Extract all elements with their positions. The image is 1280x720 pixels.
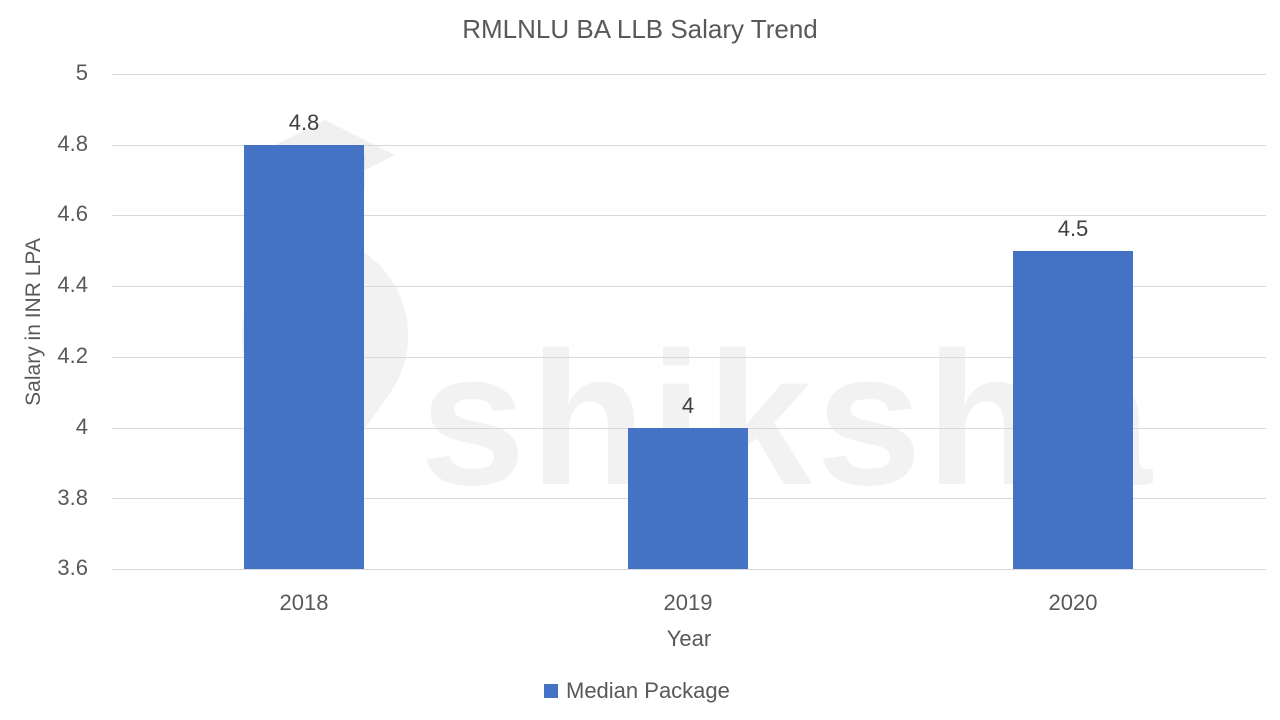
data-label-2018: 4.8 bbox=[288, 110, 320, 135]
y-tick: 3.8 bbox=[57, 485, 88, 510]
y-tick: 4.4 bbox=[57, 272, 88, 297]
x-tick-2019: 2019 bbox=[663, 590, 713, 615]
gridline bbox=[112, 74, 1266, 75]
gridline bbox=[112, 286, 1266, 287]
y-axis-label: Salary in INR LPA bbox=[22, 238, 45, 406]
legend-swatch-icon bbox=[544, 684, 558, 698]
data-label-2020: 4.5 bbox=[1057, 216, 1089, 241]
y-tick: 3.6 bbox=[57, 555, 88, 580]
data-label-2019: 4 bbox=[681, 393, 695, 418]
gridline bbox=[112, 145, 1266, 146]
bar-2019[interactable] bbox=[628, 428, 748, 569]
x-tick-2020: 2020 bbox=[1048, 590, 1098, 615]
y-tick: 4.6 bbox=[57, 201, 88, 226]
y-tick: 4.8 bbox=[57, 131, 88, 156]
gridline bbox=[112, 357, 1266, 358]
legend-label: Median Package bbox=[566, 678, 730, 703]
y-tick: 5 bbox=[75, 60, 88, 85]
chart-title: RMLNLU BA LLB Salary Trend bbox=[462, 14, 818, 44]
legend[interactable]: Median Package bbox=[544, 678, 730, 704]
bar-2018[interactable] bbox=[244, 145, 364, 569]
y-tick: 4 bbox=[75, 414, 88, 439]
x-axis-label: Year bbox=[666, 626, 712, 651]
x-tick-2018: 2018 bbox=[279, 590, 329, 615]
x-axis-line bbox=[112, 569, 1266, 570]
gridline bbox=[112, 215, 1266, 216]
y-tick: 4.2 bbox=[57, 343, 88, 368]
bar-2020[interactable] bbox=[1013, 251, 1133, 569]
